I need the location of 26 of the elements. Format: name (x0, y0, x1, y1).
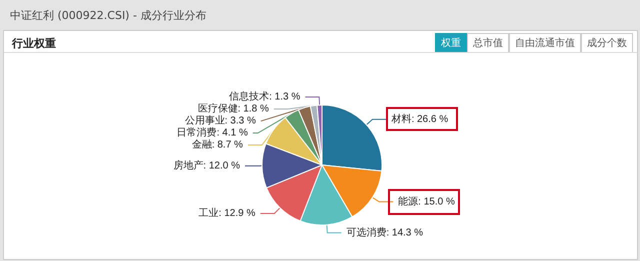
slice-label: 可选消费 (346, 226, 386, 238)
data-label: : 26.6 % (411, 114, 448, 125)
text: 成分个数 (581, 33, 633, 53)
slice-label: 公用事业 (184, 114, 225, 127)
slice-label: 材料 (390, 112, 412, 125)
data-label: : 4.1 % (216, 128, 248, 139)
slice-label: 医疗保健 (198, 102, 238, 115)
data-label: : 1.3 % (269, 92, 300, 103)
data-label: : 1.8 % (238, 104, 269, 115)
chart-title: 中证红利 (000922.CSI) - 成分行业分布 (10, 8, 206, 23)
data-label: : 3.3 % (224, 116, 256, 127)
text: 自由流通市值 (509, 33, 581, 53)
slice-label: 能源 (398, 195, 418, 208)
data-label: : 15.0 % (418, 196, 455, 208)
data-label: : 12.9 % (218, 208, 256, 220)
slice-label: 日常消费 (176, 126, 217, 139)
text: 总市值 (467, 33, 509, 53)
data-label: : 14.3 % (386, 227, 424, 238)
slice-label: 信息技术 (229, 90, 270, 103)
slice-label: 房地产 (173, 159, 204, 172)
text: 行业权重 (12, 36, 56, 51)
slice-label: 工业 (198, 207, 219, 220)
slice-label: 金融 (192, 138, 212, 151)
data-label: : 12.0 % (203, 160, 240, 172)
data-label: : 8.7 % (212, 140, 244, 151)
text: 权重 (435, 33, 467, 53)
